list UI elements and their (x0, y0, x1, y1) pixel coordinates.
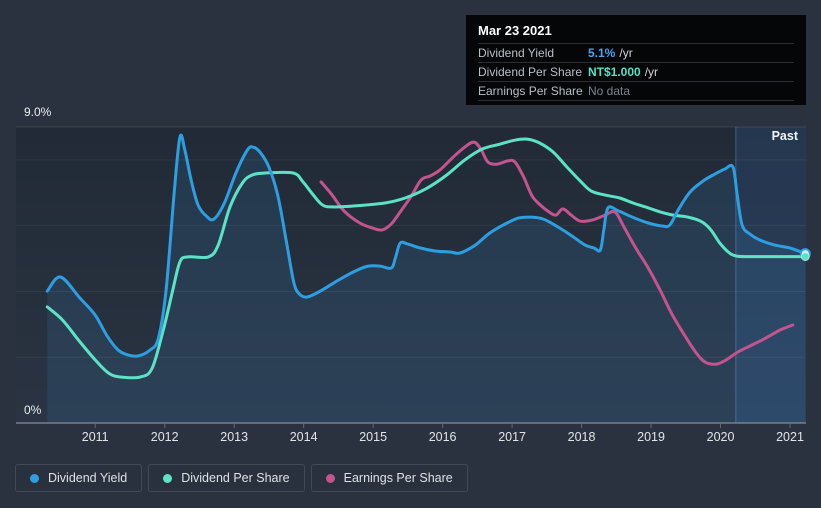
legend-item-label: Earnings Per Share (343, 471, 453, 485)
tooltip-row-unit: /yr (619, 46, 633, 60)
series-line-dividend-yield (45, 133, 807, 358)
x-axis-label: 2017 (498, 430, 526, 444)
legend-dot-icon (163, 473, 173, 483)
series-end-marker-dividend-per-share (800, 252, 810, 262)
legend-dot-icon (30, 473, 39, 483)
chart-legend: Dividend Yield Dividend Per Share Earnings… (15, 464, 468, 492)
x-axis-label: 2020 (706, 430, 735, 444)
past-region-overlay (735, 127, 806, 423)
x-axis-label: 2011 (81, 430, 109, 444)
chart-tooltip: Mar 23 2021 Dividend Yield 5.1%/yr Dividen… (466, 15, 806, 105)
series-line-earnings-per-share (319, 140, 795, 366)
past-region-label: Past (771, 129, 798, 143)
y-axis-max-label: 9.0% (24, 105, 52, 119)
legend-item-earnings-per-share[interactable]: Earnings Per Share (310, 464, 468, 492)
x-axis-label: 2015 (359, 430, 388, 444)
tooltip-row-label: Earnings Per Share (478, 84, 583, 98)
tooltip-row: Earnings Per Share No data (478, 81, 794, 101)
legend-item-label: Dividend Yield (48, 471, 128, 485)
tooltip-rows: Dividend Yield 5.1%/yr Dividend Per Share N… (478, 43, 794, 101)
x-axis-label: 2019 (637, 430, 665, 444)
x-axis-label: 2016 (428, 430, 457, 444)
tooltip-row-value: NT$1.000 (588, 65, 641, 79)
x-axis-label: 2014 (289, 430, 318, 444)
legend-item-dividend-per-share[interactable]: Dividend Per Share (148, 464, 305, 492)
tooltip-row-label: Dividend Yield (478, 46, 555, 60)
legend-item-dividend-yield[interactable]: Dividend Yield (15, 464, 143, 492)
dividend-yield-area (47, 134, 806, 423)
tooltip-row-label: Dividend Per Share (478, 65, 583, 79)
x-axis-label: 2013 (220, 430, 249, 444)
tooltip-date: Mar 23 2021 (478, 23, 552, 38)
x-axis-label: 2018 (567, 430, 596, 444)
y-axis-min-label: 0% (24, 403, 42, 417)
legend-dot-icon (325, 473, 335, 483)
tooltip-row: Dividend Yield 5.1%/yr (478, 43, 794, 62)
x-axis-label: 2012 (150, 430, 179, 444)
tooltip-row-unit: /yr (644, 65, 659, 79)
legend-item-label: Dividend Per Share (181, 471, 290, 485)
tooltip-row: Dividend Per Share NT$1.000/yr (478, 62, 794, 81)
tooltip-row-value: No data (588, 84, 631, 98)
series-line-dividend-per-share (45, 137, 807, 380)
x-axis-label: 2021 (776, 430, 804, 444)
tooltip-row-value: 5.1% (588, 46, 616, 60)
